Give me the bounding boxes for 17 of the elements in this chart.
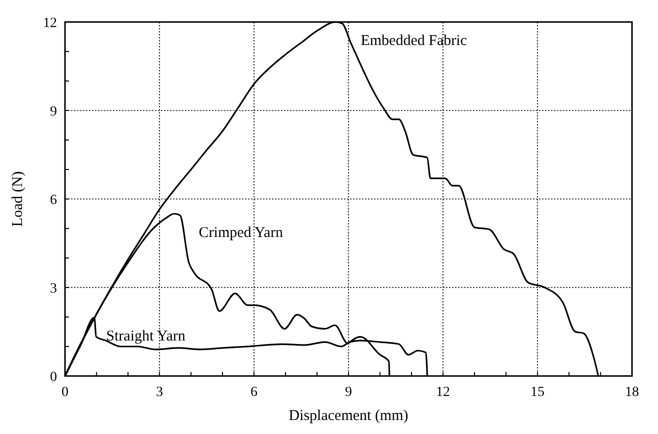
y-tick-label: 3 [50, 282, 57, 296]
x-tick-label: 18 [625, 385, 639, 400]
x-tick-label: 12 [436, 385, 450, 400]
x-tick-label: 9 [345, 385, 352, 400]
y-tick-label: 6 [50, 193, 57, 208]
y-tick-label: 9 [50, 104, 57, 120]
y-tick-label: 12 [43, 16, 57, 31]
x-tick-label: 3 [156, 385, 163, 400]
y-tick-label: 0 [50, 370, 57, 385]
series-label: Straight Yarn [106, 328, 186, 345]
x-tick-label: 15 [530, 385, 544, 400]
y-axis-title: Load (N) [10, 171, 26, 227]
series-label: Crimped Yarn [198, 224, 284, 241]
series-label: Embedded Fabric [360, 33, 468, 49]
x-tick-label: 0 [62, 385, 68, 400]
x-axis-title: Displacement (mm) [288, 408, 408, 424]
x-tick-label: 6 [250, 385, 258, 400]
